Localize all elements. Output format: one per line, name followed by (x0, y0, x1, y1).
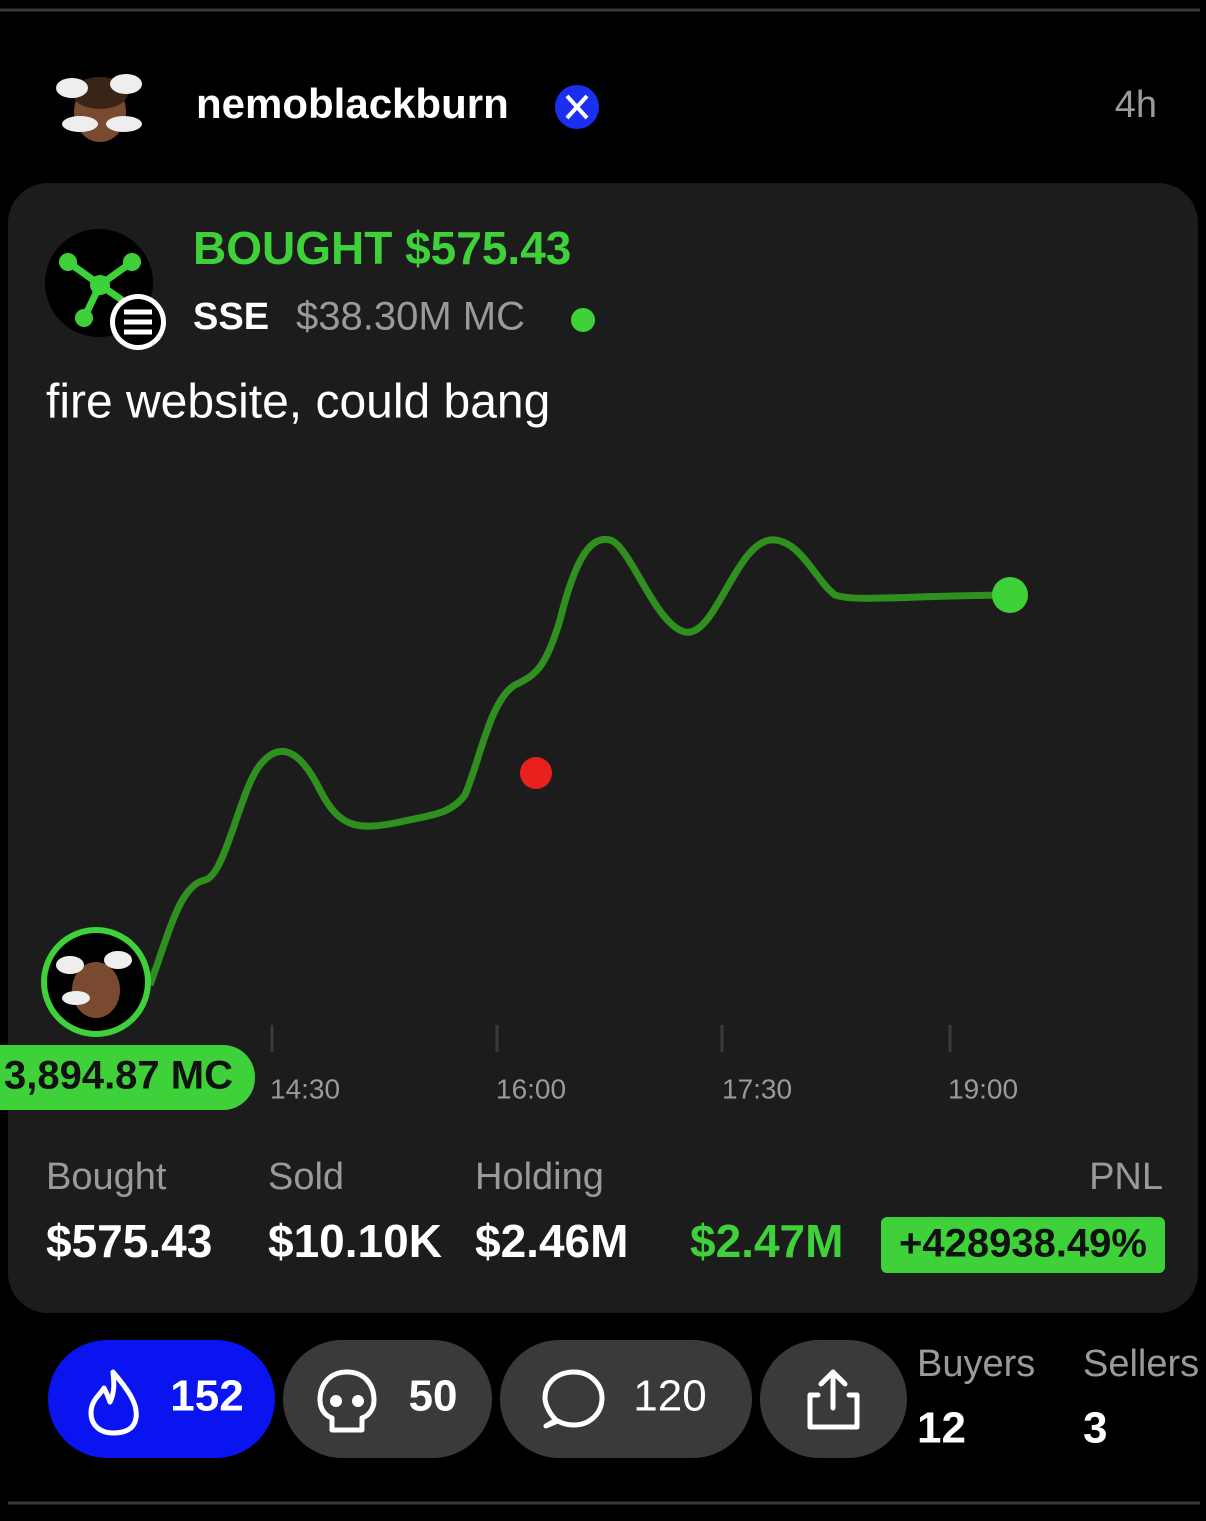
time-label: 14:30 (270, 1073, 340, 1104)
buyers-label: Buyers (917, 1343, 1035, 1385)
user-avatar[interactable] (56, 63, 142, 147)
comment-button[interactable]: 120 (500, 1340, 752, 1458)
verified-x-badge (555, 85, 599, 129)
time-axis (270, 1025, 952, 1052)
entry-market-cap: 3,894.87 MC (4, 1054, 233, 1098)
current-price-dot (992, 577, 1028, 613)
skull-count: 50 (409, 1372, 458, 1421)
stat-value: $10.10K (268, 1215, 442, 1267)
username[interactable]: nemoblackburn (196, 80, 509, 127)
fire-count: 152 (170, 1372, 243, 1421)
skull-button[interactable]: 50 (283, 1340, 492, 1458)
stat-value: $2.46M (475, 1215, 628, 1267)
token-ticker: SSE (193, 296, 269, 338)
pnl-percent: +428938.49% (899, 1222, 1147, 1266)
post-time: 4h (1115, 84, 1157, 126)
stat-label: Holding (475, 1156, 604, 1198)
price-line (146, 535, 1011, 987)
share-button[interactable] (760, 1340, 907, 1458)
stat-label: Bought (46, 1156, 167, 1198)
trade-action: BOUGHT $575.43 (193, 222, 571, 274)
token-icon[interactable] (45, 229, 166, 350)
trade-card (8, 183, 1198, 1313)
pnl-pill (881, 1217, 1165, 1273)
sellers-label: Sellers (1083, 1343, 1199, 1385)
buyers-count: 12 (917, 1404, 966, 1453)
post-comment: fire website, could bang (46, 376, 550, 429)
buy-marker-avatar (41, 927, 151, 1037)
stat-label: PNL (1089, 1156, 1163, 1198)
stat-value: $575.43 (46, 1215, 212, 1267)
time-label: 17:30 (722, 1073, 792, 1104)
comment-count: 120 (633, 1372, 706, 1421)
fire-button[interactable]: 152 (48, 1340, 275, 1458)
stat-label: Sold (268, 1156, 344, 1198)
market-cap: $38.30M MC (296, 295, 525, 339)
entry-pill (0, 1045, 255, 1110)
live-dot (571, 308, 595, 332)
sellers-count: 3 (1083, 1404, 1107, 1453)
time-label: 19:00 (948, 1073, 1018, 1104)
time-label: 16:00 (496, 1073, 566, 1104)
pnl-value: $2.47M (690, 1215, 843, 1267)
sell-marker (520, 757, 552, 789)
